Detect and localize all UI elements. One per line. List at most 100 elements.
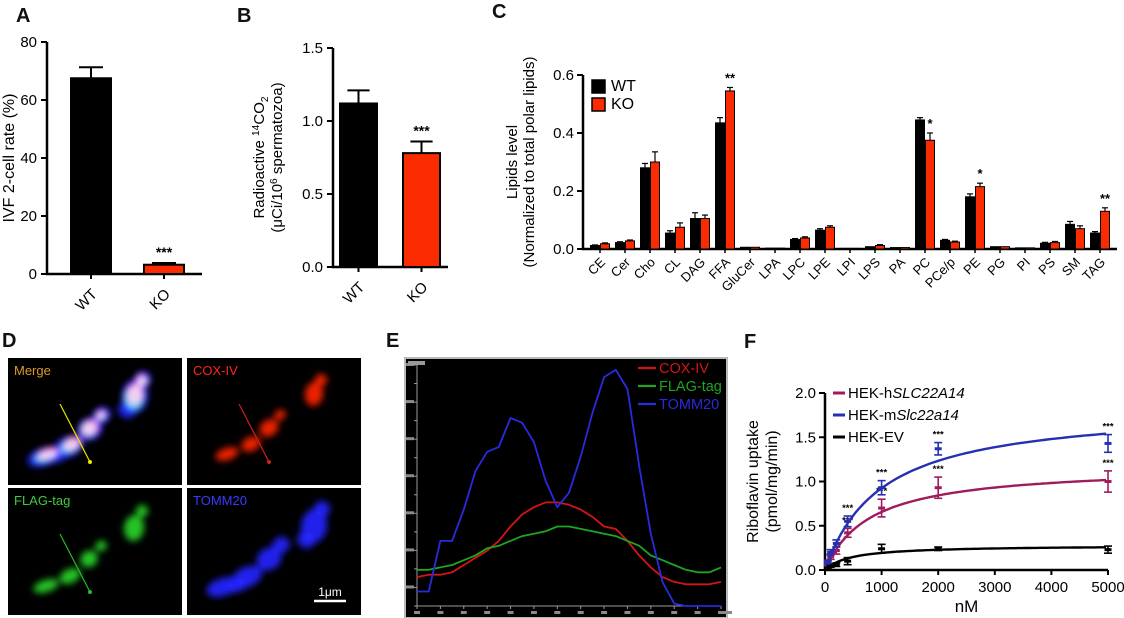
data-point bbox=[934, 486, 942, 490]
data-point bbox=[844, 559, 852, 563]
fluorescent-blob bbox=[136, 375, 148, 387]
legend-label-KO: KO bbox=[611, 96, 634, 113]
legend-label-HEK-mSlc22a14: HEK-mSlc22a14 bbox=[848, 407, 959, 424]
profile-line-end-dot bbox=[88, 460, 92, 464]
legend-label-FLAG-tag: FLAG-tag bbox=[659, 379, 722, 395]
micrograph-COX-IV: COX-IV bbox=[187, 358, 361, 485]
green-channel-blobs bbox=[33, 375, 148, 463]
x-axis-title: nM bbox=[955, 597, 979, 616]
x-tick-label-smudge bbox=[530, 611, 537, 614]
y-tick-label: 0.0 bbox=[302, 259, 323, 276]
fluorescent-blob bbox=[80, 550, 98, 568]
data-point bbox=[832, 541, 840, 545]
data-point bbox=[827, 550, 835, 554]
x-tick-label: 5000 bbox=[1091, 579, 1124, 596]
panel-c-label: C bbox=[492, 1, 507, 23]
y-tick-label-smudge bbox=[406, 585, 414, 589]
y-tick-label: 60 bbox=[20, 92, 37, 109]
fluorescent-blob bbox=[33, 449, 59, 463]
y-tick-label: 40 bbox=[20, 150, 37, 167]
category-label: LPA bbox=[756, 254, 784, 282]
bar-WT-PA bbox=[890, 247, 900, 250]
bar-KO-LPS bbox=[875, 245, 885, 250]
significance-marker: ** bbox=[1100, 191, 1111, 206]
bar-WT-PS bbox=[1040, 242, 1050, 250]
bar-KO-DAG bbox=[700, 218, 710, 250]
category-label: PS bbox=[1035, 254, 1058, 277]
bar-WT bbox=[339, 102, 378, 269]
bar-KO-LPI bbox=[850, 247, 860, 250]
category-label: SM bbox=[1059, 255, 1083, 279]
y-tick-label: 0.5 bbox=[302, 186, 323, 203]
y-axis-title: IVF 2-cell rate (%) bbox=[1, 94, 18, 223]
significance-marker: *** bbox=[933, 464, 944, 475]
channel-label: FLAG-tag bbox=[14, 493, 70, 508]
fluorescent-blob bbox=[59, 438, 81, 454]
profile-line-FLAG-tag bbox=[417, 525, 722, 574]
channel-label: Merge bbox=[14, 363, 51, 378]
axis-title-smudge bbox=[408, 361, 425, 365]
profile-line bbox=[59, 533, 91, 593]
channel-label: TOMM20 bbox=[193, 493, 247, 508]
significance-marker: * bbox=[927, 116, 933, 131]
x-tick-label: 3000 bbox=[978, 579, 1011, 596]
x-tick-label: 1000 bbox=[865, 579, 898, 596]
scale-bar-label: 1μm bbox=[318, 585, 342, 599]
y-tick-label-smudge bbox=[406, 400, 414, 404]
category-label: LPS bbox=[855, 254, 883, 282]
bar-KO bbox=[143, 263, 185, 276]
category-label: PI bbox=[1014, 255, 1033, 274]
category-label: PG bbox=[984, 255, 1008, 279]
data-point bbox=[832, 563, 840, 567]
x-tick-label-smudge bbox=[460, 611, 467, 614]
x-tick-label-smudge bbox=[577, 611, 584, 614]
legend-swatch-KO bbox=[591, 97, 606, 112]
legend-label-WT: WT bbox=[611, 78, 636, 95]
bar-KO-Cho bbox=[650, 161, 660, 250]
fluorescent-blob bbox=[315, 374, 327, 386]
legend-label-COX-IV: COX-IV bbox=[659, 361, 709, 377]
data-point bbox=[832, 549, 840, 553]
category-label: KO bbox=[146, 286, 173, 313]
bar-KO-Cer bbox=[625, 240, 635, 250]
y-tick-label-smudge bbox=[406, 511, 414, 515]
y-tick-label: 80 bbox=[20, 34, 37, 51]
significance-marker: *** bbox=[933, 430, 944, 441]
bar-WT-LPE bbox=[815, 229, 825, 250]
y-axis-title-line2: (pmol/mg/min) bbox=[764, 430, 781, 532]
bar-KO-PG bbox=[1000, 246, 1010, 250]
lipids-level-grouped-bar-chart: 0.0 0.2 0.4 0.6 Lipids level (Normalized to t… bbox=[504, 57, 1117, 294]
fit-curve-HEK-EV bbox=[825, 546, 1106, 570]
bar-KO-SM bbox=[1075, 228, 1085, 250]
y-tick-label: 1.0 bbox=[302, 113, 323, 130]
x-tick-label-smudge bbox=[414, 611, 420, 614]
bar-KO-LPE bbox=[825, 226, 835, 250]
fit-curve-HEK-mSlc22a14 bbox=[825, 432, 1107, 567]
category-label: LPI bbox=[834, 255, 858, 279]
data-point bbox=[827, 564, 835, 568]
micrograph-FLAG-tag: FLAG-tag bbox=[8, 488, 182, 615]
y-tick-label: 0.0 bbox=[553, 241, 574, 258]
intensity-profile-line-chart: COX-IV FLAG-tag TOMM20 bbox=[404, 357, 732, 618]
radioactive-co2-bar-chart: 0.0 0.5 1.0 1.5 WT KO *** Radioactive 14​CO2​(μ… bbox=[251, 40, 448, 307]
fluorescent-blob bbox=[256, 547, 282, 571]
fluorescent-blob bbox=[33, 579, 59, 593]
data-point bbox=[844, 531, 852, 535]
profile-line bbox=[238, 403, 270, 463]
data-point bbox=[878, 547, 886, 551]
bar-WT bbox=[70, 77, 112, 275]
legend-label-HEK-hSLC22A14: HEK-hSLC22A14 bbox=[848, 385, 965, 402]
y-tick-label: 0 bbox=[29, 266, 37, 283]
bar-WT-CE bbox=[590, 245, 600, 250]
micrograph-TOMM20: TOMM20 1μm bbox=[187, 488, 361, 615]
bar-WT-LPA bbox=[765, 247, 775, 250]
data-point bbox=[1104, 480, 1112, 483]
fluorescent-blob bbox=[272, 536, 290, 554]
fluorescent-blob bbox=[80, 420, 98, 438]
x-tick-label-smudge bbox=[647, 611, 654, 614]
panel-b-label: B bbox=[237, 5, 252, 27]
fluorescent-blob bbox=[314, 501, 330, 517]
data-point bbox=[934, 447, 942, 451]
category-label: TAG bbox=[1079, 255, 1108, 284]
